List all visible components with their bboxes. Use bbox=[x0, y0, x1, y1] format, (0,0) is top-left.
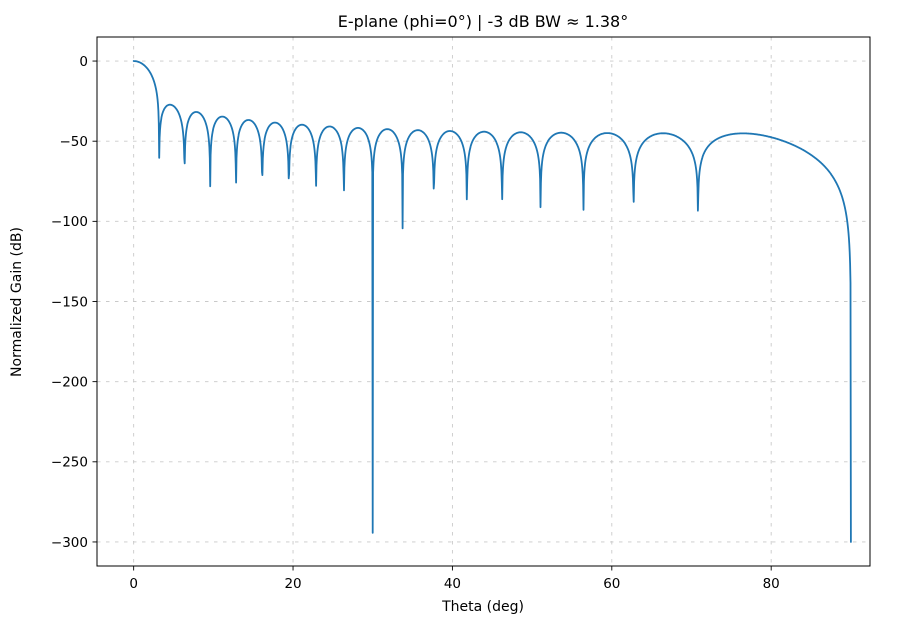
plot-border bbox=[96, 36, 871, 567]
x-tick-label: 40 bbox=[444, 576, 461, 592]
y-tick-label: −50 bbox=[60, 134, 89, 150]
x-axis-label: Theta (deg) bbox=[441, 599, 524, 615]
tick-marks bbox=[92, 60, 772, 571]
y-tick-label: −300 bbox=[51, 535, 88, 551]
y-tick-label: −150 bbox=[51, 294, 88, 310]
y-tick-label: −250 bbox=[51, 455, 88, 471]
y-tick-label: 0 bbox=[79, 54, 88, 70]
y-axis-label: Normalized Gain (dB) bbox=[9, 227, 25, 377]
x-tick-label: 80 bbox=[763, 576, 780, 592]
chart-title: E-plane (phi=0°) | -3 dB BW ≈ 1.38° bbox=[338, 12, 628, 31]
grid-lines bbox=[97, 37, 870, 566]
gain-curve bbox=[132, 60, 852, 543]
x-tick-label: 0 bbox=[129, 576, 138, 592]
y-tick-label: −200 bbox=[51, 374, 88, 390]
tick-labels: 0 20 40 60 80 0 −50 −100 −150 −200 −250 −300 bbox=[51, 54, 780, 592]
x-tick-label: 20 bbox=[284, 576, 301, 592]
x-tick-label: 60 bbox=[603, 576, 620, 592]
y-tick-label: −100 bbox=[51, 214, 88, 230]
